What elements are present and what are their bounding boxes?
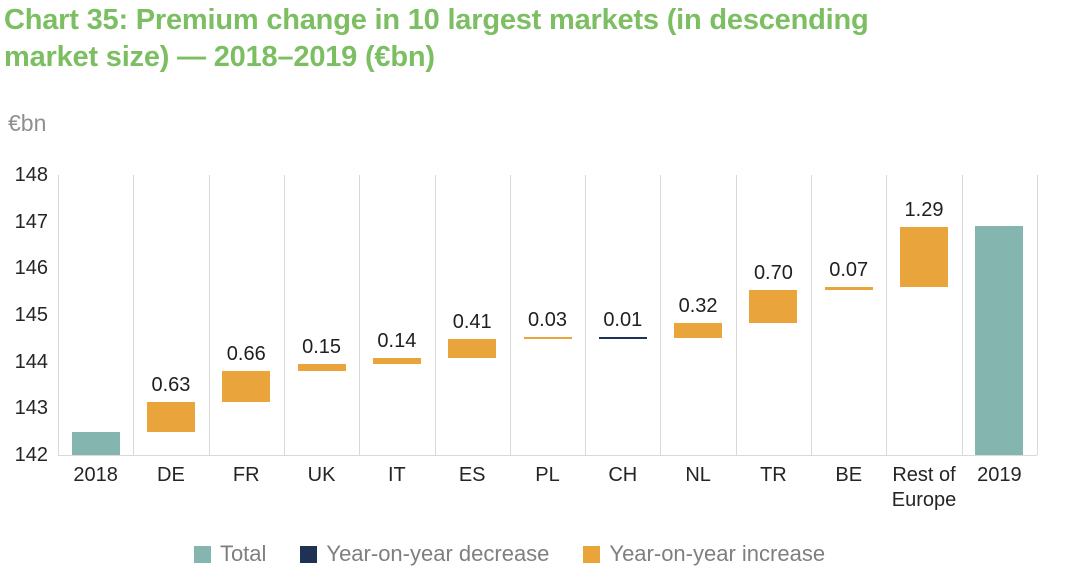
gridline-vertical: [283, 175, 285, 455]
y-tick-148: 148: [14, 164, 48, 186]
bar-value-label-be: 0.07: [829, 259, 869, 281]
legend-label-increase: Year-on-year increase: [609, 541, 826, 566]
x-label-de: DE: [157, 464, 185, 486]
y-tick-143: 143: [14, 397, 48, 420]
bar-tr: [749, 290, 798, 323]
bar-pl: [523, 337, 572, 339]
gridline-vertical: [208, 175, 210, 455]
x-label-be: BE: [835, 464, 863, 486]
bar-rest-of-europe: [900, 226, 949, 287]
gridline-vertical: [735, 175, 737, 455]
gridline-vertical: [1037, 175, 1038, 455]
legend-item-increase: Year-on-year increase: [583, 541, 825, 567]
x-label-it: IT: [387, 464, 406, 486]
x-label-tr: TR: [760, 464, 787, 486]
chart-title-line-2: market size) — 2018–2019 (€bn): [4, 41, 435, 73]
bar-value-label-tr: 0.70: [753, 262, 793, 285]
y-tick-142: 142: [14, 444, 48, 466]
legend-item-decrease: Year-on-year decrease: [300, 541, 549, 567]
bar-value-label-pl: 0.03: [528, 309, 567, 332]
gridline-vertical: [359, 175, 361, 455]
chart-title-line-1: Chart 35: Premium change in 10 largest m…: [4, 4, 869, 36]
bar-uk: [297, 364, 346, 372]
x-label-pl: PL: [535, 464, 560, 486]
x-label-es: ES: [458, 464, 486, 486]
bar-value-label-fr: 0.66: [226, 343, 266, 366]
x-label-ch: CH: [608, 464, 638, 486]
gridline-vertical: [509, 175, 511, 455]
legend: Total Year-on-year decrease Year-on-year…: [0, 541, 1047, 567]
bar-ch: [598, 337, 647, 339]
bar-be: [824, 287, 873, 291]
bar-value-label-de: 0.63: [151, 374, 191, 397]
chart-title: Chart 35: Premium change in 10 largest m…: [4, 2, 1064, 76]
bar-value-label-es: 0.41: [452, 310, 492, 333]
bar-it: [372, 357, 421, 365]
bar-value-label-it: 0.14: [377, 329, 417, 352]
x-label-rest-of-europe: Rest of Europe: [891, 464, 957, 511]
bar-2019: [975, 226, 1024, 455]
bar-value-label-uk: 0.15: [302, 336, 342, 359]
gridline-vertical: [434, 175, 436, 455]
x-label-2018: 2018: [73, 464, 118, 486]
legend-item-total: Total: [193, 541, 267, 567]
x-label-uk: UK: [307, 464, 336, 486]
gridline-vertical: [58, 175, 59, 455]
bar-de: [146, 402, 195, 432]
bar-value-label-nl: 0.32: [678, 294, 718, 317]
legend-label-decrease: Year-on-year decrease: [326, 541, 550, 566]
bar-nl: [674, 322, 723, 338]
gridline-vertical: [660, 175, 662, 455]
y-axis-unit-label: €bn: [8, 110, 47, 136]
x-label-fr: FR: [232, 464, 260, 486]
gridline-vertical: [811, 175, 813, 455]
x-label-2019: 2019: [977, 464, 1022, 486]
y-tick-147: 147: [14, 210, 48, 233]
bar-es: [448, 338, 497, 358]
x-label-nl: NL: [685, 464, 711, 486]
gridline-vertical: [585, 175, 587, 455]
gridline-vertical: [133, 175, 135, 455]
bar-value-label-ch: 0.01: [603, 309, 643, 332]
decrease-swatch-icon: [300, 545, 318, 563]
y-tick-146: 146: [14, 257, 48, 280]
legend-label-total: Total: [219, 541, 267, 566]
y-tick-145: 145: [14, 304, 48, 326]
x-axis-line: [58, 455, 1037, 456]
total-swatch-icon: [193, 545, 211, 563]
gridline-vertical: [961, 175, 963, 455]
bar-2018: [71, 431, 120, 455]
bar-fr: [222, 371, 271, 403]
increase-swatch-icon: [583, 545, 601, 563]
y-tick-144: 144: [14, 350, 48, 373]
gridline-vertical: [886, 175, 888, 455]
bar-value-label-rest-of-europe: 1.29: [904, 198, 944, 221]
